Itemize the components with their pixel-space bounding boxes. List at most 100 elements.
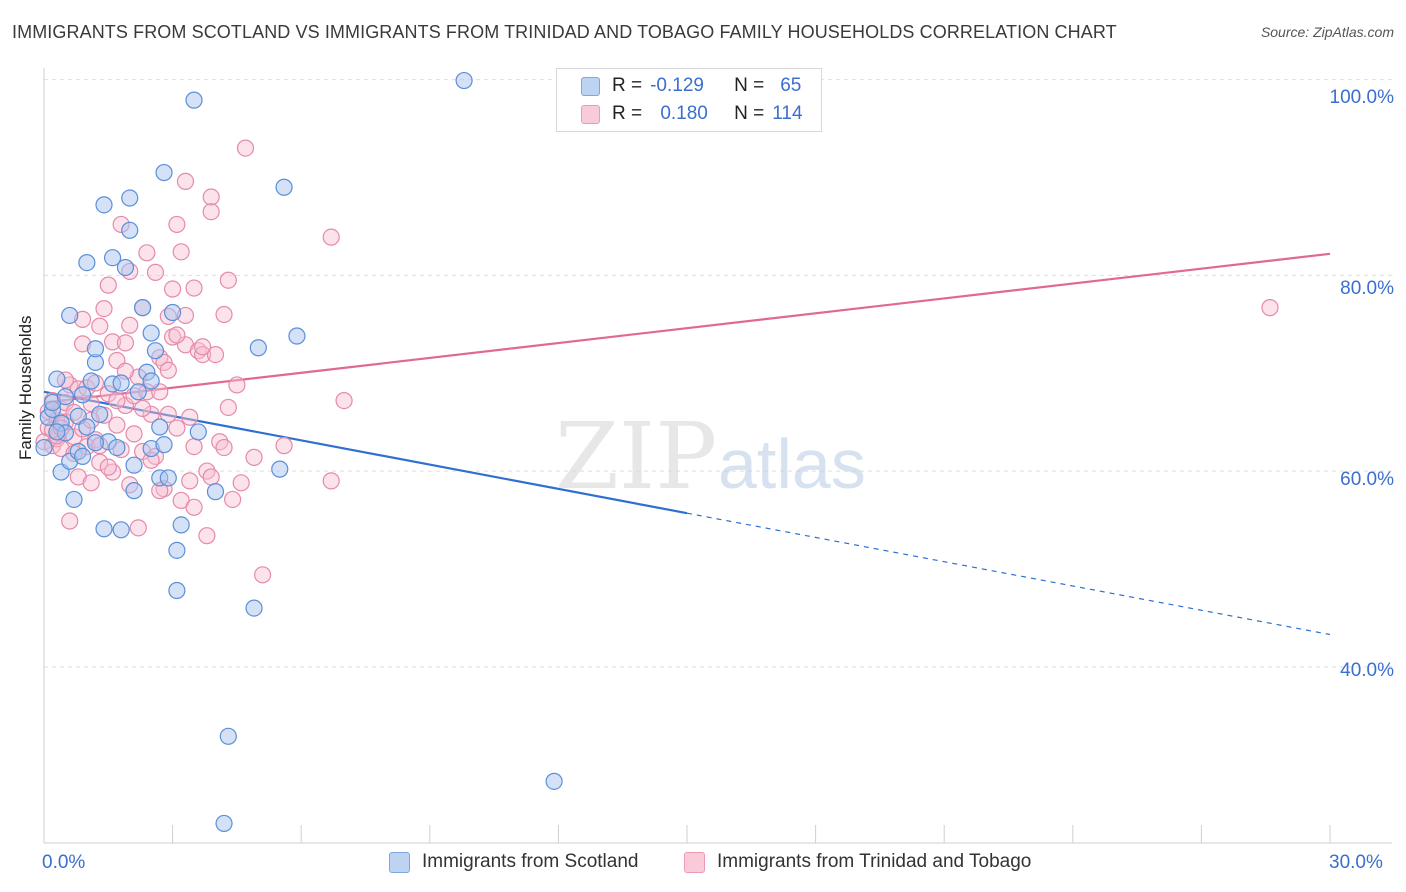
trinidad-n-value: 114 xyxy=(772,103,803,124)
scotland-point xyxy=(78,254,96,272)
scotland-point xyxy=(271,460,289,478)
trinidad-point xyxy=(155,353,173,372)
trinidad-point xyxy=(108,416,126,434)
trinidad-point xyxy=(121,316,139,334)
trinidad-point xyxy=(168,215,186,234)
scotland-point xyxy=(288,327,306,345)
scotland-point xyxy=(56,388,75,406)
trinidad-point xyxy=(52,439,70,458)
trinidad-trend-line xyxy=(43,252,1331,404)
trinidad-point xyxy=(181,408,199,426)
scotland-point xyxy=(82,372,100,390)
scotland-point xyxy=(245,599,263,617)
scotland-point xyxy=(35,438,53,457)
scotland-point xyxy=(78,418,96,436)
trinidad-point xyxy=(146,263,165,281)
x-tick-max: 30.0% xyxy=(1329,852,1383,873)
scotland-trend-line xyxy=(43,390,688,515)
scotland-point xyxy=(86,340,105,358)
trinidad-point xyxy=(91,317,109,335)
scotland-point xyxy=(86,434,105,452)
scotland-point xyxy=(112,374,130,392)
scotland-point xyxy=(455,71,473,90)
scotland-point xyxy=(65,490,83,509)
scotland-point xyxy=(133,299,152,317)
scotland-point xyxy=(91,405,109,423)
trinidad-point xyxy=(133,399,152,418)
scotland-point xyxy=(125,456,143,474)
trinidad-point xyxy=(236,139,255,157)
scotland-point xyxy=(275,178,293,196)
watermark-zip: ZIP xyxy=(555,403,717,510)
r-label: R = xyxy=(612,103,643,124)
scotland-legend-swatch xyxy=(389,851,410,873)
trinidad-point xyxy=(185,438,203,456)
x-tick-min: 0.0% xyxy=(42,852,86,873)
scotland-point xyxy=(73,386,92,404)
scotland-point xyxy=(142,324,160,342)
scotland-point xyxy=(219,727,237,745)
scotland-point xyxy=(121,189,139,207)
stats-legend: R = -0.129 N = 65 R = 0.180 N = 114 xyxy=(556,68,822,132)
scotland-point xyxy=(95,520,113,538)
scotland-point xyxy=(95,196,113,214)
scotland-point xyxy=(108,438,126,457)
trinidad-point xyxy=(164,280,182,298)
trinidad-point xyxy=(185,498,203,516)
trinidad-point xyxy=(275,437,293,455)
scotland-point xyxy=(48,370,66,388)
scotland-point xyxy=(121,221,139,239)
scotland-point xyxy=(112,521,130,539)
scotland-point xyxy=(172,516,190,534)
trinidad-point xyxy=(159,405,177,423)
scotland-point xyxy=(155,436,173,454)
scotland-point xyxy=(142,372,160,390)
trinidad-legend-label: Immigrants from Trinidad and Tobago xyxy=(717,851,1032,872)
trinidad-point xyxy=(202,468,220,486)
trinidad-point xyxy=(142,405,160,423)
legend-item-scotland[interactable]: Immigrants from Scotland xyxy=(389,851,638,873)
scotland-point xyxy=(168,541,186,559)
trinidad-swatch xyxy=(581,104,600,124)
scotland-trend-extension xyxy=(686,512,1331,636)
n-label: N = xyxy=(734,75,765,96)
trinidad-point xyxy=(198,527,216,545)
trinidad-point xyxy=(206,346,225,364)
trinidad-point xyxy=(116,396,135,415)
trinidad-point xyxy=(116,334,135,352)
trinidad-point xyxy=(91,453,109,471)
scotland-point xyxy=(129,383,147,401)
y-tick-40: 40.0% xyxy=(1340,660,1394,681)
gridlines xyxy=(44,79,1392,668)
legend-item-trinidad[interactable]: Immigrants from Trinidad and Tobago xyxy=(684,851,1031,873)
watermark-atlas: atlas xyxy=(718,425,866,503)
trinidad-point xyxy=(219,398,237,417)
legend-row-scotland: R = -0.129 N = 65 xyxy=(581,73,801,99)
trinidad-point xyxy=(219,271,237,289)
trinidad-r-value: 0.180 xyxy=(660,103,708,124)
scotland-r-value: -0.129 xyxy=(650,75,704,96)
y-tick-100: 100.0% xyxy=(1329,87,1394,108)
trend-lines xyxy=(43,252,1331,636)
trinidad-legend-swatch xyxy=(684,851,705,873)
scotland-point xyxy=(189,423,207,441)
scotland-point xyxy=(116,258,135,277)
scotland-legend-label: Immigrants from Scotland xyxy=(422,851,639,872)
scotland-point xyxy=(48,423,66,441)
scotland-point xyxy=(103,249,122,267)
trinidad-point xyxy=(254,566,272,584)
trinidad-point xyxy=(125,425,143,443)
trinidad-point xyxy=(335,392,353,410)
trinidad-point xyxy=(1261,299,1279,317)
scotland-point xyxy=(146,342,165,360)
scotland-point xyxy=(215,814,233,833)
trinidad-point xyxy=(99,458,117,476)
chart-title: IMMIGRANTS FROM SCOTLAND VS IMMIGRANTS F… xyxy=(12,22,1117,42)
trinidad-point xyxy=(61,512,79,530)
trinidad-point xyxy=(103,333,122,351)
scotland-point xyxy=(249,339,267,357)
source-credit: Source: ZipAtlas.com xyxy=(1260,24,1394,40)
trinidad-point xyxy=(168,419,186,437)
trinidad-point xyxy=(108,392,126,410)
